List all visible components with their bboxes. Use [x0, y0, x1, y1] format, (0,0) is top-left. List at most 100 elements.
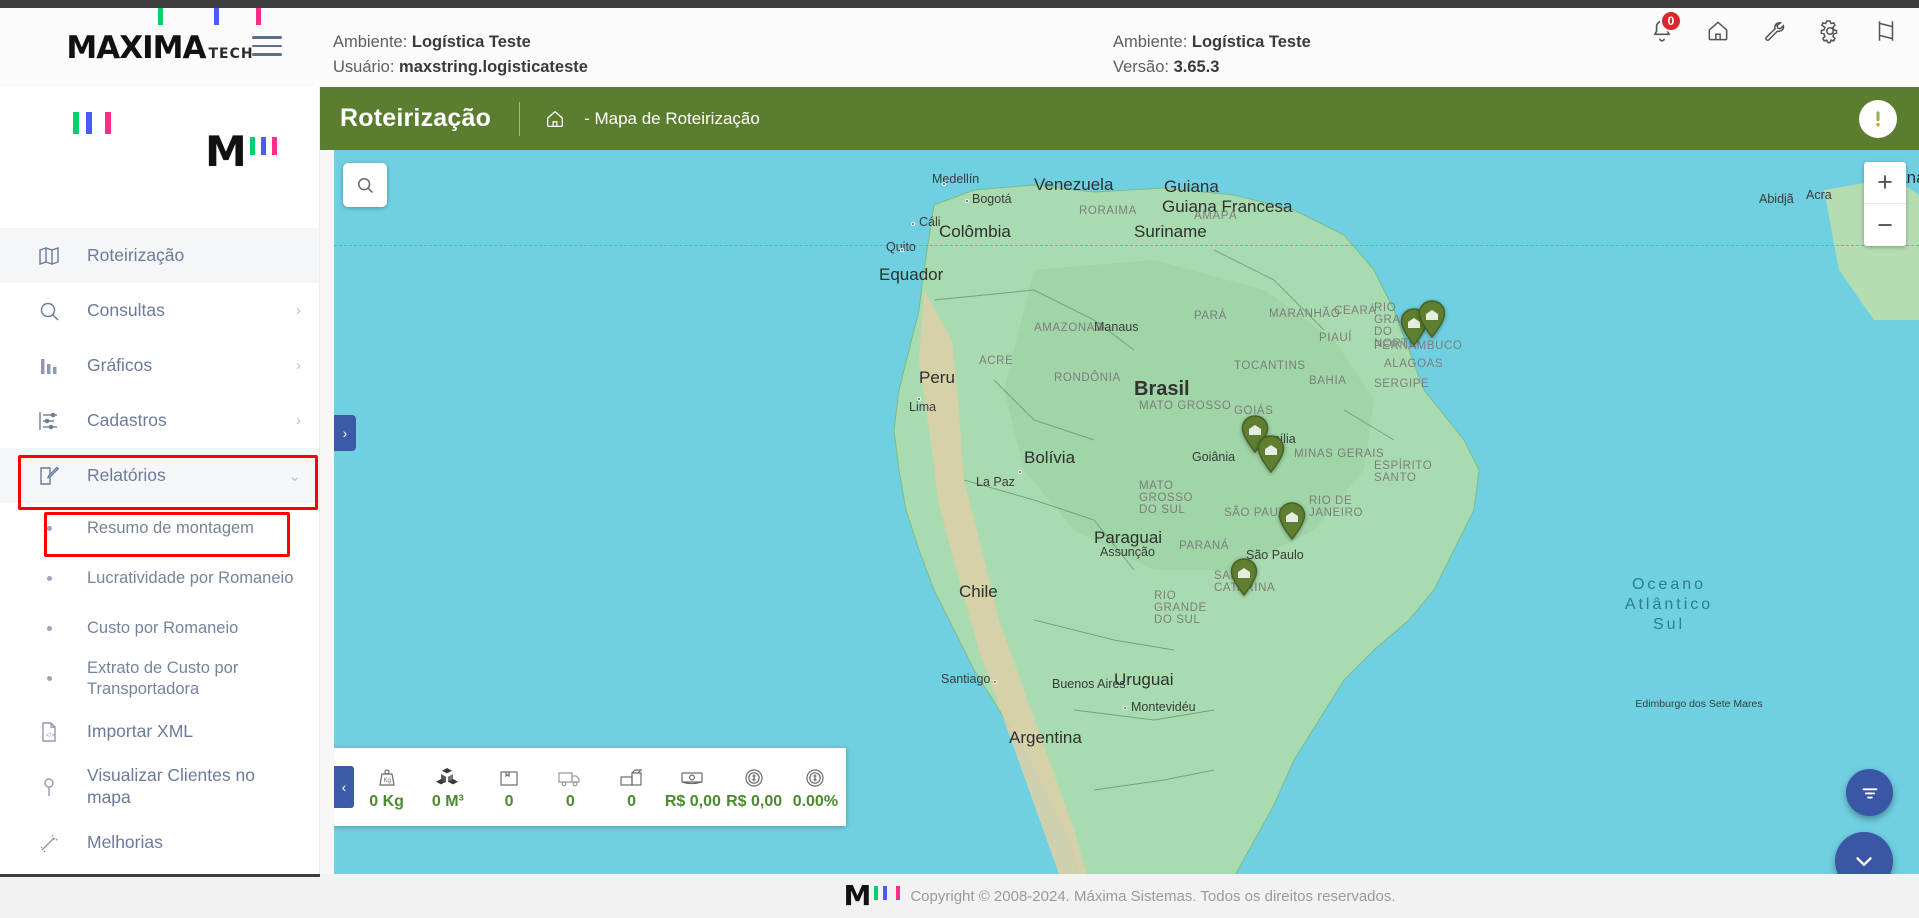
magic-wand-icon	[36, 830, 62, 856]
map-icon	[36, 243, 62, 269]
sidebar-item-label: Visualizar Clientes no mapa	[87, 765, 255, 808]
footer-sidebar-strip	[0, 874, 320, 918]
brand-logo-suffix: TECH	[208, 45, 254, 62]
environment-info-right: Ambiente: Logística Teste Versão: 3.65.3	[1113, 30, 1311, 80]
packages-value: 0	[627, 792, 637, 810]
logo-tick-blue	[214, 7, 220, 25]
filter-icon	[1862, 787, 1877, 798]
bullet-icon	[36, 576, 62, 581]
chevron-right-icon: ›	[296, 412, 301, 429]
zoom-out-button[interactable]: −	[1877, 209, 1893, 240]
top-accent-strip	[0, 0, 1919, 8]
cost-value: R$ 0,00	[726, 792, 783, 810]
chevron-down-icon: ⌄	[288, 467, 301, 485]
version-label: Versão:	[1113, 57, 1169, 76]
submenu-item-custo-por-romaneio[interactable]: Custo por Romaneio	[0, 603, 319, 653]
home-icon[interactable]	[544, 108, 566, 130]
sidebar-item-melhorias[interactable]: Melhorias	[0, 815, 319, 870]
notification-badge: 0	[1660, 10, 1682, 32]
menu-toggle-button[interactable]	[252, 36, 282, 62]
breadcrumb: - Mapa de Roteirização	[584, 108, 760, 128]
exit-icon[interactable]	[1873, 18, 1899, 44]
header-divider	[519, 101, 521, 136]
map-landmass	[893, 178, 1919, 918]
sidebar-item-roteirizacao[interactable]: Roteirização	[0, 228, 319, 283]
brand-logo-text: MAXIMA	[66, 29, 206, 66]
cost-stat: R$ 0,00	[724, 764, 785, 811]
environment-info-left: Ambiente: Logística Teste Usuário: maxst…	[333, 30, 588, 80]
submenu-item-lucratividade-por-romaneio[interactable]: Lucratividade por Romaneio	[0, 553, 319, 603]
map-marker[interactable]	[1277, 502, 1307, 540]
footer-logo-bars	[874, 886, 901, 900]
revenue-stat: R$ 0,00	[662, 764, 723, 811]
map-marker[interactable]	[1417, 300, 1447, 338]
env-label-right: Ambiente:	[1113, 33, 1188, 51]
search-icon	[358, 178, 374, 194]
chevron-right-icon: ›	[296, 357, 301, 374]
bullet-icon	[36, 626, 62, 631]
filter-fab[interactable]	[1846, 769, 1893, 816]
submenu-item-extrato-de-custo-por-transportadora[interactable]: Extrato de Custo por Transportadora	[0, 653, 319, 704]
warning-button[interactable]	[1859, 100, 1897, 138]
sidebar-item-consultas[interactable]: Consultas ›	[0, 283, 319, 338]
page-header: Roteirização - Mapa de Roteirização	[320, 87, 1919, 150]
sidebar-logo-letter: M	[205, 127, 247, 176]
map-container[interactable]: Venezuela Guiana Guiana Francesa Surinam…	[334, 150, 1919, 918]
stats-panel-toggle[interactable]: ‹	[334, 766, 354, 808]
map-search-button[interactable]	[343, 163, 387, 207]
chevron-down-icon	[1856, 857, 1872, 866]
zoom-in-button[interactable]: +	[1864, 162, 1906, 204]
submenu-item-label: Extrato de Custo por Transportadora	[87, 659, 239, 698]
vehicles-value: 0	[565, 792, 575, 810]
sidebar-item-relatorios[interactable]: Relatórios ⌄	[0, 448, 319, 503]
bell-icon[interactable]: 0	[1649, 10, 1682, 44]
env-label: Ambiente:	[333, 33, 408, 51]
sidebar-item-label: Roteirização	[87, 244, 185, 265]
map-marker[interactable]	[1256, 435, 1286, 473]
sidebar-logo: M	[0, 87, 319, 228]
stats-panel: ‹ Kg 0 Kg	[334, 748, 846, 826]
packages-icon	[619, 764, 645, 790]
env-value-right: Logística Teste	[1191, 33, 1311, 51]
sidebar-logo-m: M	[205, 127, 277, 176]
coin-icon	[742, 764, 766, 790]
logo-tick-pink	[256, 7, 262, 25]
packages-stat: 0	[601, 764, 662, 811]
app-footer: M Copyright © 2008-2024. Máxima Sistemas…	[320, 874, 1919, 918]
gear-icon[interactable]	[1817, 18, 1843, 44]
money-icon	[679, 764, 707, 790]
box-icon	[497, 764, 521, 790]
content-area: Roteirização - Mapa de Roteirização	[320, 87, 1919, 918]
brand-logo[interactable]: MAXIMA TECH	[0, 7, 320, 87]
revenue-value: R$ 0,00	[664, 792, 721, 810]
map-zoom-controls: + −	[1864, 162, 1906, 246]
sidebar-item-importar-xml[interactable]: </> Importar XML	[0, 704, 319, 759]
equator-line	[334, 245, 1919, 246]
page-title: Roteirização	[340, 104, 492, 132]
user-value: maxstring.logisticateste	[399, 57, 588, 76]
weight-value: 0 Kg	[369, 792, 404, 810]
wrench-icon[interactable]	[1761, 18, 1787, 44]
truck-icon	[557, 764, 583, 790]
sidebar-logo-bars	[73, 112, 111, 134]
weight-icon: Kg	[375, 764, 399, 790]
vehicles-stat: 0	[540, 764, 601, 811]
bullet-icon	[36, 676, 62, 681]
copyright-text: Copyright © 2008-2024. Máxima Sistemas. …	[910, 887, 1396, 905]
submenu-item-resumo-de-montagem[interactable]: Resumo de montagem	[0, 503, 319, 553]
sidebar-item-cadastros[interactable]: Cadastros ›	[0, 393, 319, 448]
home-icon[interactable]	[1705, 18, 1731, 44]
map-canvas[interactable]: Venezuela Guiana Guiana Francesa Surinam…	[334, 150, 1919, 918]
orders-stat: 0	[479, 764, 540, 811]
sidebar-menu: Roteirização Consultas › Gráficos	[0, 228, 319, 870]
sidebar-submenu-relatorios: Resumo de montagem Lucratividade por Rom…	[0, 503, 319, 704]
left-drawer-toggle[interactable]: ›	[334, 415, 356, 451]
sidebar-item-visualizar-clientes-no-mapa[interactable]: Visualizar Clientes no mapa	[0, 759, 319, 815]
map-marker[interactable]	[1229, 558, 1259, 596]
version-value: 3.65.3	[1173, 57, 1220, 76]
bar-chart-icon	[36, 353, 62, 379]
exclamation-icon	[1876, 111, 1880, 127]
cubes-icon	[435, 764, 461, 790]
sidebar-item-graficos[interactable]: Gráficos ›	[0, 338, 319, 393]
